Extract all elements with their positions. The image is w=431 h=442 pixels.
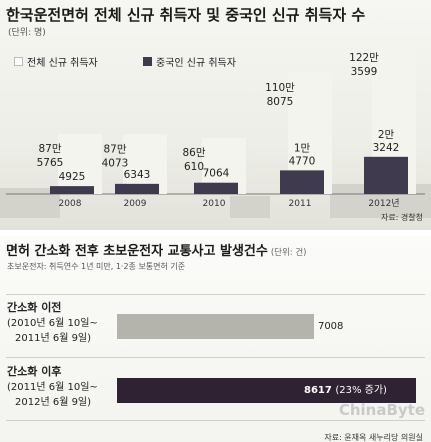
legend-swatch-china	[143, 57, 152, 66]
unit-label-2: (단위: 건)	[270, 248, 307, 258]
value-label-total-2011: 8075	[267, 96, 294, 108]
license-chart-panel: 한국운전면허 전체 신규 취득자 및 중국인 신규 취득자 수 (단위: 명) …	[0, 0, 431, 230]
value-label-china-2011: 1만	[294, 142, 311, 154]
value-label-china-2012년: 2만	[378, 129, 395, 141]
category-before: 간소화 이전 (2010년 6월 10일~ 2011년 6월 9일)	[7, 300, 98, 346]
bar-china-2010	[194, 182, 238, 194]
bar-total-2008	[58, 134, 102, 194]
bar-before	[117, 314, 314, 339]
watermark: ChinaByte	[338, 401, 425, 419]
x-tick-label-2009: 2009	[124, 199, 147, 209]
x-tick-label-2011: 2011	[289, 199, 312, 209]
category-after-period-end: 2012년 6월 9일)	[15, 397, 92, 408]
bar-china-2011	[280, 170, 324, 194]
value-label-total-2010: 86만	[182, 147, 205, 159]
legend-china: 중국인 신규 취득자	[143, 54, 236, 69]
category-before-period-start: (2010년 6월 10일~	[7, 318, 98, 329]
divider	[6, 420, 425, 421]
value-label-total-2012년: 3599	[351, 66, 378, 78]
x-tick-label-2012년: 2012년	[368, 198, 399, 209]
source-label: 자료: 경찰청	[380, 213, 423, 222]
value-label-china-2012년: 3242	[373, 142, 400, 154]
bar-china-2009	[115, 183, 159, 194]
change-label: (23% 증가)	[335, 385, 387, 396]
value-label-total-2010: 610	[184, 161, 204, 173]
value-label-china-2011: 4770	[289, 155, 316, 167]
chart-title: 한국운전면허 전체 신규 취득자 및 중국인 신규 취득자 수	[6, 6, 366, 24]
category-before-name: 간소화 이전	[7, 301, 62, 314]
value-label-total-2009: 87만	[103, 144, 126, 156]
accident-chart-panel: 면허 간소화 전후 초보운전자 교통사고 발생건수 (단위: 건) 초보운전자: …	[0, 236, 431, 442]
background-skyline	[230, 196, 270, 218]
value-label-total-2011: 110만	[265, 82, 295, 94]
value-label-total-2008: 5765	[37, 157, 64, 169]
category-after: 간소화 이후 (2011년 6월 10일~ 2012년 6월 9일)	[7, 364, 98, 410]
x-tick-label-2010: 2010	[203, 199, 226, 209]
value-label-total-2012년: 122만	[349, 52, 379, 64]
legend-total: 전체 신규 취득자	[14, 54, 98, 69]
legend-label-total: 전체 신규 취득자	[27, 58, 98, 69]
chart-title-2-text: 면허 간소화 전후 초보운전자 교통사고 발생건수	[6, 244, 268, 259]
value-label-china-2008: 4925	[59, 171, 86, 183]
legend-label-china: 중국인 신규 취득자	[156, 58, 236, 69]
value-label-after: 8617 (23% 증가)	[304, 378, 387, 403]
bar-china-2008	[50, 186, 94, 194]
value-label-china-2010: 7064	[203, 168, 230, 180]
category-before-period-end: 2011년 6월 9일)	[15, 333, 92, 344]
value-label-total-2008: 87만	[38, 143, 61, 155]
unit-label: (단위: 명)	[8, 28, 46, 38]
divider	[6, 294, 425, 295]
divider	[6, 357, 425, 358]
value-label-china-2009: 6343	[124, 169, 151, 181]
category-after-name: 간소화 이후	[7, 365, 62, 378]
bar-china-2012년	[364, 156, 408, 194]
bar-after	[117, 378, 416, 403]
value-label-after-number: 8617	[304, 385, 332, 396]
source-label-2: 자료: 윤재옥 새누리당 의원실	[324, 433, 423, 442]
note-label: 초보운전자: 취득연수 1년 미만, 1·2종 보통면허 기준	[7, 262, 186, 271]
value-label-before: 7008	[317, 321, 344, 332]
category-after-period-start: (2011년 6월 10일~	[7, 382, 98, 393]
value-label-total-2009: 4073	[102, 158, 129, 170]
legend-swatch-total	[14, 57, 23, 66]
x-tick-label-2008: 2008	[59, 199, 82, 209]
chart-title-2: 면허 간소화 전후 초보운전자 교통사고 발생건수 (단위: 건)	[6, 240, 307, 259]
